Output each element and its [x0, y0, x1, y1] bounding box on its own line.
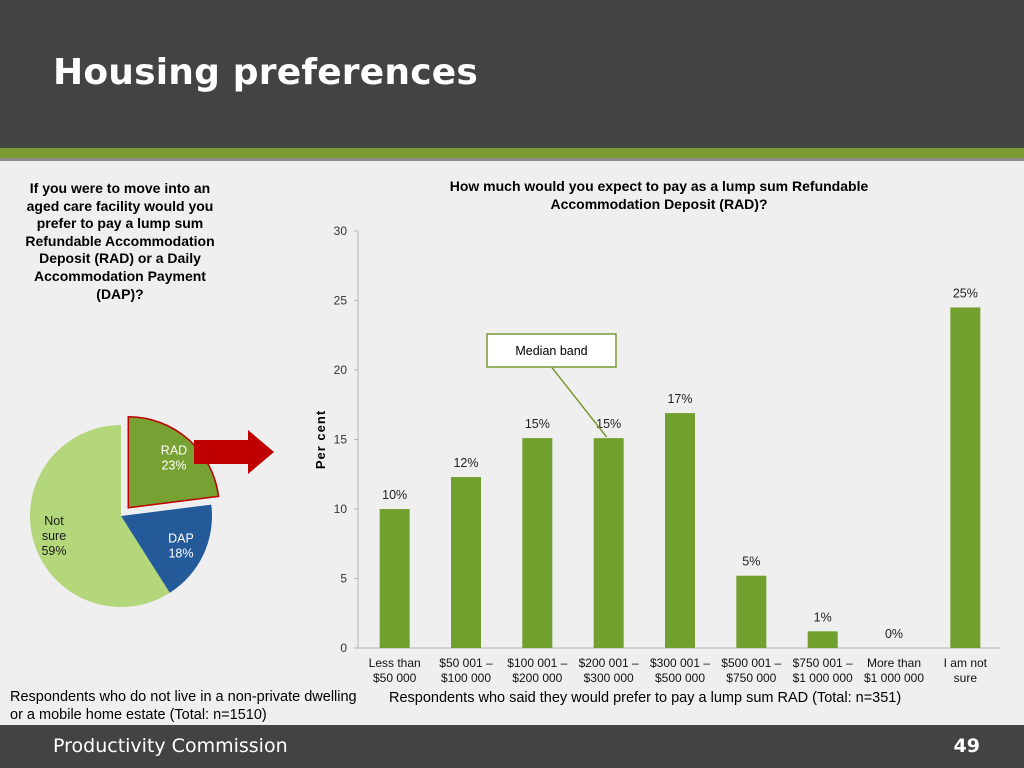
pie-question: If you were to move into an aged care fa… [25, 180, 215, 302]
bar-5 [736, 575, 767, 648]
y-tick-label: 10 [334, 502, 348, 516]
bar-4 [665, 413, 695, 648]
header-divider [0, 158, 1024, 161]
pie-chart: RAD 23% DAP 18% Not sure 59% [30, 415, 220, 607]
pie-slice-not-sure [30, 425, 170, 607]
bar-data-label: 10% [382, 488, 407, 502]
callout-pointer [550, 366, 608, 438]
y-tick-label: 5 [340, 572, 347, 586]
y-tick-label: 15 [334, 433, 348, 447]
x-tick-label: $750 001 – $1 000 000 [793, 656, 853, 685]
y-tick-label: 20 [334, 363, 348, 377]
y-tick-label: 30 [334, 224, 348, 238]
y-tick-label: 25 [334, 294, 348, 308]
median-callout-label: Median band [515, 344, 587, 358]
bar-data-label: 5% [742, 555, 760, 569]
bar-data-label: 0% [885, 627, 903, 641]
bar-chart-title: How much would you expect to pay as a lu… [449, 178, 869, 212]
bar-data-label: 25% [953, 286, 978, 300]
page-number: 49 [953, 735, 980, 757]
bar-note: Respondents who said they would prefer t… [389, 690, 902, 706]
x-tick-label: $500 001 – $750 000 [721, 656, 781, 685]
slide-header: Housing preferences [0, 0, 1024, 148]
x-tick-label: $100 001 – $200 000 [507, 656, 567, 685]
pie-slice-rad [127, 415, 220, 509]
x-tick-label: $200 001 – $300 000 [579, 656, 639, 685]
x-tick-label: $50 001 – $100 000 [439, 656, 493, 685]
pie-slice-dap [121, 504, 212, 593]
bar-6 [807, 631, 838, 648]
bar-data-label: 15% [596, 417, 621, 431]
bar-data-label: 17% [667, 392, 692, 406]
bar-data-label: 15% [525, 417, 550, 431]
pie-slice-label: DAP 18% [168, 532, 194, 561]
x-tick-label: More than $1 000 000 [864, 656, 924, 685]
bar-8 [950, 307, 981, 648]
bar-1 [451, 477, 481, 648]
y-tick-label: 0 [340, 641, 347, 655]
slide-footer: Productivity Commission 49 [0, 725, 1024, 768]
bar-2 [522, 438, 553, 648]
header-accent-bar [0, 148, 1024, 158]
x-tick-label: I am not sure [944, 656, 988, 685]
pie-slice-label: Not sure 59% [41, 514, 66, 558]
bar-3 [593, 438, 624, 648]
bar-data-label: 12% [453, 456, 478, 470]
bar-data-label: 1% [814, 610, 832, 624]
x-tick-label: Less than $50 000 [369, 656, 421, 685]
page-title: Housing preferences [53, 52, 478, 93]
median-callout-box [486, 333, 617, 368]
footer-org: Productivity Commission [53, 735, 288, 757]
bar-chart: 0 5 10 15 20 25 30 Per cent 10% Less than $50 000 1… [313, 224, 1000, 685]
pie-note: Respondents who do not live in a non-pri… [10, 689, 357, 723]
arrow-right-icon [194, 430, 274, 474]
y-axis-label: Per cent [313, 410, 328, 469]
x-tick-label: $300 001 – $500 000 [650, 656, 710, 685]
pie-slice-label: RAD 23% [161, 444, 187, 473]
bar-0 [379, 509, 410, 648]
